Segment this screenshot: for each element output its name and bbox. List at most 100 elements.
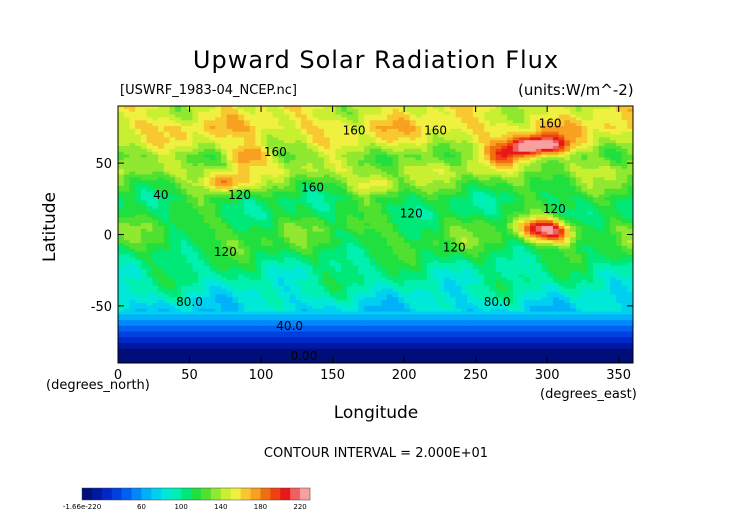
heatmap-cell (507, 125, 514, 130)
heatmap-cell (547, 171, 554, 175)
heatmap-cell (283, 208, 291, 213)
heatmap-cell (226, 177, 233, 181)
heatmap-cell (438, 154, 445, 158)
heatmap-cell (575, 163, 582, 167)
heatmap-cell (547, 205, 554, 210)
heatmap-cell (163, 231, 170, 235)
heatmap-cell (175, 183, 182, 187)
heatmap-cell (381, 157, 388, 161)
heatmap-cell (581, 243, 588, 247)
heatmap-cell (329, 260, 336, 264)
heatmap-cell (295, 117, 302, 121)
heatmap-cell (358, 128, 365, 133)
heatmap-cell (243, 148, 251, 153)
heatmap-cell (558, 260, 565, 264)
heatmap-cell (278, 231, 285, 235)
heatmap-cell (512, 180, 519, 184)
heatmap-cell (467, 148, 474, 153)
heatmap-cell (570, 205, 577, 210)
heatmap-cell (306, 157, 313, 161)
heatmap-cell (163, 234, 170, 238)
heatmap-cell (438, 200, 445, 204)
heatmap-cell (415, 106, 422, 110)
heatmap-cell (324, 223, 331, 227)
heatmap-cell (547, 240, 554, 244)
heatmap-cell (524, 180, 531, 184)
heatmap-cell (324, 211, 331, 215)
heatmap-cell (318, 163, 325, 167)
heatmap-cell (175, 208, 182, 213)
heatmap-cell (129, 240, 136, 244)
heatmap-cell (547, 225, 554, 230)
heatmap-cell (581, 231, 588, 235)
heatmap-cell (564, 157, 571, 161)
heatmap-cell (192, 168, 199, 173)
heatmap-cell (478, 205, 485, 210)
heatmap-cell (478, 237, 485, 241)
heatmap-cell (461, 205, 468, 210)
heatmap-cell (455, 231, 462, 235)
heatmap-cell (507, 165, 514, 170)
heatmap-cell (415, 231, 422, 235)
heatmap-cell (289, 231, 296, 235)
heatmap-cell (329, 151, 336, 155)
heatmap-cell (278, 257, 285, 261)
heatmap-cell (530, 108, 537, 113)
heatmap-cell (489, 106, 497, 110)
heatmap-cell (392, 185, 399, 190)
heatmap-cell (472, 151, 479, 155)
heatmap-cell (524, 157, 531, 161)
heatmap-cell (541, 143, 548, 147)
heatmap-cell (570, 165, 577, 170)
heatmap-cell (346, 191, 354, 195)
heatmap-cell (512, 143, 519, 147)
heatmap-cell (289, 165, 296, 170)
heatmap-cell (215, 163, 222, 167)
heatmap-cell (541, 185, 548, 190)
heatmap-cell (180, 180, 188, 184)
heatmap-cell (203, 197, 210, 201)
heatmap-cell (318, 123, 325, 127)
heatmap-cell (180, 108, 188, 113)
heatmap-cell (369, 171, 376, 175)
heatmap-cell (369, 160, 376, 164)
heatmap-cell (324, 145, 331, 150)
heatmap-cell (163, 111, 170, 115)
heatmap-cell (341, 231, 348, 235)
heatmap-cell (318, 171, 325, 175)
heatmap-cell (518, 197, 525, 201)
heatmap-cell (598, 214, 605, 218)
heatmap-cell (249, 180, 256, 184)
heatmap-cell (295, 154, 302, 158)
heatmap-cell (575, 177, 582, 181)
heatmap-cell (564, 154, 571, 158)
heatmap-cell (306, 214, 313, 218)
heatmap-cell (129, 120, 136, 124)
heatmap-cell (455, 225, 462, 230)
heatmap-cell (518, 257, 525, 261)
heatmap-cell (369, 157, 376, 161)
heatmap-cell (346, 220, 354, 224)
heatmap-cell (123, 171, 130, 175)
heatmap-cell (203, 157, 210, 161)
heatmap-cell (627, 220, 633, 224)
heatmap-cell (552, 240, 560, 244)
heatmap-cell (278, 106, 285, 110)
heatmap-cell (501, 191, 508, 195)
heatmap-cell (386, 151, 394, 155)
heatmap-cell (449, 194, 457, 198)
heatmap-cell (558, 111, 565, 115)
heatmap-cell (507, 163, 514, 167)
heatmap-cell (570, 234, 577, 238)
heatmap-cell (581, 214, 588, 218)
heatmap-cell (289, 251, 296, 255)
heatmap-cell (455, 120, 462, 124)
heatmap-cell (415, 168, 422, 173)
heatmap-cell (158, 245, 165, 250)
heatmap-cell (547, 237, 554, 241)
heatmap-cell (364, 143, 371, 147)
heatmap-cell (524, 151, 531, 155)
heatmap-cell (621, 160, 628, 164)
heatmap-cell (158, 197, 165, 201)
heatmap-cell (438, 208, 445, 213)
